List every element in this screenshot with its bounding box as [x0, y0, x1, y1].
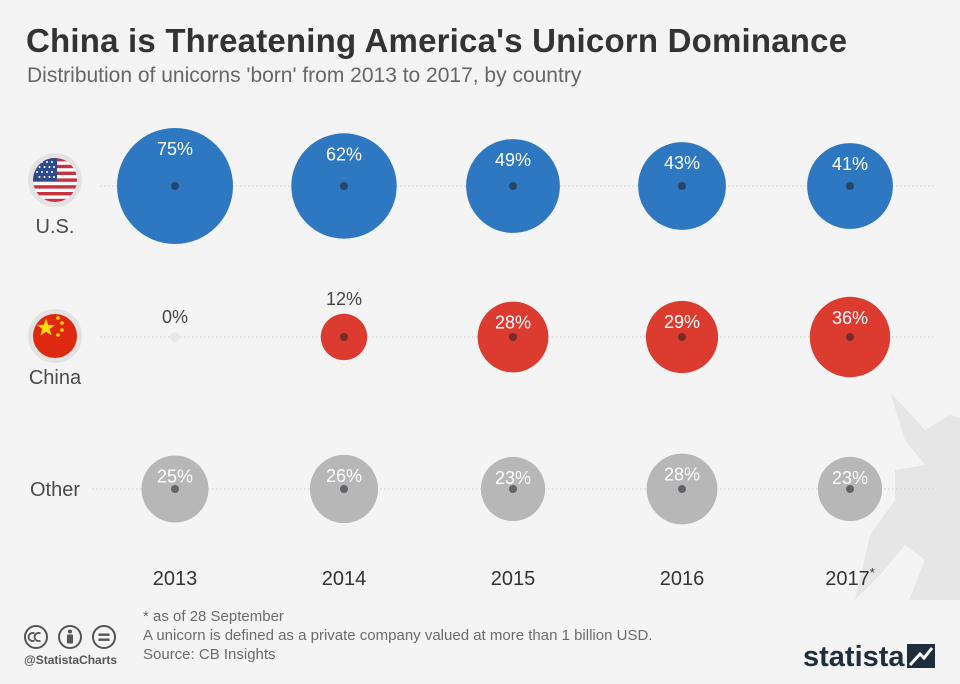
year-label: 2017*: [825, 565, 875, 590]
bubble-center-dot: [171, 485, 179, 493]
year-label: 2016: [660, 568, 705, 590]
bubble-center-dot: [846, 182, 854, 190]
row-label: U.S.: [36, 216, 75, 238]
data-label: 26%: [326, 466, 362, 486]
bubble-center-dot: [509, 333, 517, 341]
data-label: 23%: [495, 468, 531, 488]
bubble-center-dot: [340, 333, 348, 341]
bubble-chart: 75% 62% 49% 43% 41% 0% 12% 28% 29% 36% 25% 26% 23% 28…: [28, 128, 960, 600]
bubble-center-dot: [509, 485, 517, 493]
data-label: 75%: [157, 139, 193, 159]
statista-logo-icon: [907, 644, 935, 668]
china-flag-icon: [28, 309, 82, 363]
bubble-center-dot: [846, 485, 854, 493]
brand-wordmark: statista: [803, 641, 905, 672]
data-label: 28%: [495, 313, 531, 333]
data-label: 43%: [664, 153, 700, 173]
row-label: China: [29, 367, 82, 389]
year-label: 2014: [322, 568, 367, 590]
bubble-center-dot: [678, 182, 686, 190]
license-icons: [24, 625, 116, 649]
year-footnote-mark: *: [870, 565, 875, 580]
bubble-center-dot: [340, 182, 348, 190]
data-label: 28%: [664, 465, 700, 485]
year-label: 2013: [153, 568, 198, 590]
unicorn-watermark-icon: [855, 392, 960, 600]
data-label: 12%: [326, 289, 362, 309]
data-label: 62%: [326, 144, 362, 164]
bubble-center-dot: [340, 485, 348, 493]
data-label: 0%: [162, 307, 188, 327]
bubble-center-dot: [678, 485, 686, 493]
data-label: 36%: [832, 308, 868, 328]
bubble-center-dot: [509, 182, 517, 190]
statista-handle: @StatistaCharts: [24, 653, 118, 667]
data-label: 29%: [664, 312, 700, 332]
data-label: 49%: [495, 150, 531, 170]
statista-logo: statista: [803, 641, 935, 672]
chart-title: China is Threatening America's Unicorn D…: [26, 22, 848, 59]
bubble-center-dot: [171, 182, 179, 190]
row-label: Other: [30, 479, 80, 501]
year-label: 2015: [491, 568, 536, 590]
data-label: 23%: [832, 468, 868, 488]
source-note: Source: CB Insights: [143, 646, 276, 663]
us-flag-icon: [28, 153, 82, 207]
attribution-icon: [58, 625, 82, 649]
creative-commons-icon: [24, 625, 48, 649]
bubble-mark: [170, 332, 180, 342]
bubble-center-dot: [678, 333, 686, 341]
chart-notes: * as of 28 September A unicorn is define…: [143, 607, 652, 664]
no-derivatives-icon: [92, 625, 116, 649]
bubble-center-dot: [846, 333, 854, 341]
definition-note: A unicorn is defined as a private compan…: [143, 627, 653, 644]
chart-subtitle: Distribution of unicorns 'born' from 201…: [27, 64, 582, 87]
data-label: 25%: [157, 467, 193, 487]
footnote: * as of 28 September: [143, 608, 284, 625]
data-label: 41%: [832, 154, 868, 174]
